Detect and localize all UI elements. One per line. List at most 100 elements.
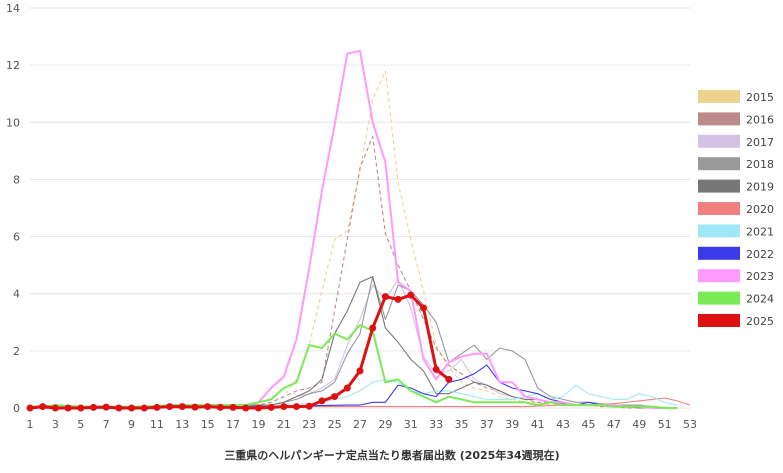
y-tick-label: 8 [13, 173, 20, 186]
point-2025 [115, 404, 123, 412]
x-tick-label: 15 [201, 418, 215, 431]
point-2025 [64, 404, 72, 412]
point-2025 [318, 397, 326, 405]
x-tick-label: 21 [277, 418, 291, 431]
point-2025 [166, 403, 174, 411]
series-line-2022 [29, 364, 678, 409]
series-line-2021 [29, 378, 678, 409]
y-tick-label: 0 [13, 402, 20, 415]
x-tick-label: 39 [505, 418, 519, 431]
point-2025 [356, 367, 364, 375]
point-2025 [343, 384, 351, 392]
point-2025 [394, 295, 402, 303]
point-2025 [216, 403, 224, 411]
x-tick-label: 29 [378, 418, 392, 431]
point-2025 [77, 404, 85, 412]
legend-label-2019: 2019 [746, 181, 774, 194]
y-tick-label: 14 [6, 2, 20, 15]
legend-label-2024: 2024 [746, 293, 774, 306]
legend-label-2025: 2025 [746, 315, 774, 328]
series-line-2016 [29, 136, 678, 409]
series-line-2024 [30, 324, 678, 409]
x-tick-label: 5 [77, 418, 84, 431]
x-tick-label: 1 [27, 418, 34, 431]
legend-swatch-2022 [698, 246, 740, 260]
legend-label-2018: 2018 [746, 158, 774, 171]
x-tick-label: 41 [531, 418, 545, 431]
x-tick-label: 9 [128, 418, 135, 431]
point-2025 [140, 404, 148, 412]
point-2025 [369, 324, 377, 332]
x-tick-label: 47 [607, 418, 621, 431]
point-2025 [280, 403, 288, 411]
legend-label-2015: 2015 [746, 91, 774, 104]
y-tick-label: 4 [13, 288, 20, 301]
legend-label-2022: 2022 [746, 248, 774, 261]
y-tick-label: 10 [6, 116, 20, 129]
legend-swatch-2024 [698, 291, 740, 305]
point-2025 [254, 404, 262, 412]
x-tick-label: 51 [658, 418, 672, 431]
legend-label-2017: 2017 [746, 136, 774, 149]
x-tick-label: 13 [175, 418, 189, 431]
x-tick-label: 25 [328, 418, 342, 431]
point-2025 [128, 404, 136, 412]
x-tick-label: 19 [251, 418, 265, 431]
point-2025 [191, 403, 199, 411]
x-tick-label: 27 [353, 418, 367, 431]
legend-swatch-2020 [698, 202, 740, 215]
x-axis-label: 三重県のヘルパンギーナ定点当たり患者届出数 (2025年34週現在) [224, 448, 559, 462]
point-2025 [293, 403, 301, 411]
legend-swatch-2016 [698, 112, 740, 126]
point-2025 [39, 403, 47, 411]
y-tick-label: 12 [6, 59, 20, 72]
x-tick-label: 53 [683, 418, 697, 431]
x-tick-label: 35 [455, 418, 469, 431]
x-tick-label: 23 [302, 418, 316, 431]
point-2025 [26, 404, 34, 412]
y-tick-label: 6 [13, 231, 20, 244]
point-2025 [267, 403, 275, 411]
legend-swatch-2021 [698, 224, 740, 238]
legend-swatch-2025 [698, 314, 740, 327]
series-line-2025 [29, 293, 450, 410]
legend-swatch-2015 [698, 90, 740, 103]
x-axis-ticks: 1 3 5 7 9 11 13 15 17 19 21 23 25 27 29 31 33 35 37 39 41 43 4… [27, 418, 698, 431]
y-axis-ticks: 0 2 4 6 8 10 12 14 [6, 2, 20, 415]
point-2025 [381, 293, 389, 301]
legend-swatch-2017 [698, 134, 740, 148]
legend-label-2021: 2021 [746, 225, 774, 238]
x-tick-label: 31 [404, 418, 418, 431]
series-line-2015 [29, 70, 678, 409]
x-tick-label: 17 [226, 418, 240, 431]
x-tick-label: 43 [556, 418, 570, 431]
legend-swatch-2019 [698, 179, 740, 193]
x-tick-label: 33 [429, 418, 443, 431]
point-2025 [242, 404, 250, 412]
point-2025 [178, 403, 186, 411]
point-2025 [331, 393, 339, 401]
point-2025 [407, 291, 415, 299]
point-2025 [51, 404, 59, 412]
x-tick-label: 49 [632, 418, 646, 431]
legend: 2015 2016 2017 2018 2019 2020 2021 2022 2023 2024… [698, 90, 774, 328]
point-2025 [153, 403, 161, 411]
point-2025 [305, 402, 313, 410]
point-2025 [445, 375, 453, 383]
point-2025 [229, 403, 237, 411]
legend-label-2016: 2016 [746, 113, 774, 126]
legend-label-2023: 2023 [746, 270, 774, 283]
point-2025 [419, 304, 427, 312]
y-tick-label: 2 [13, 345, 20, 358]
x-tick-label: 7 [103, 418, 110, 431]
series-lines [26, 49, 691, 412]
x-tick-label: 11 [150, 418, 164, 431]
x-tick-label: 3 [52, 418, 59, 431]
x-tick-label: 45 [581, 418, 595, 431]
legend-label-2020: 2020 [746, 203, 774, 216]
x-tick-label: 37 [480, 418, 494, 431]
legend-swatch-2023 [698, 269, 740, 283]
point-2025 [432, 365, 440, 373]
legend-swatch-2018 [698, 157, 740, 171]
